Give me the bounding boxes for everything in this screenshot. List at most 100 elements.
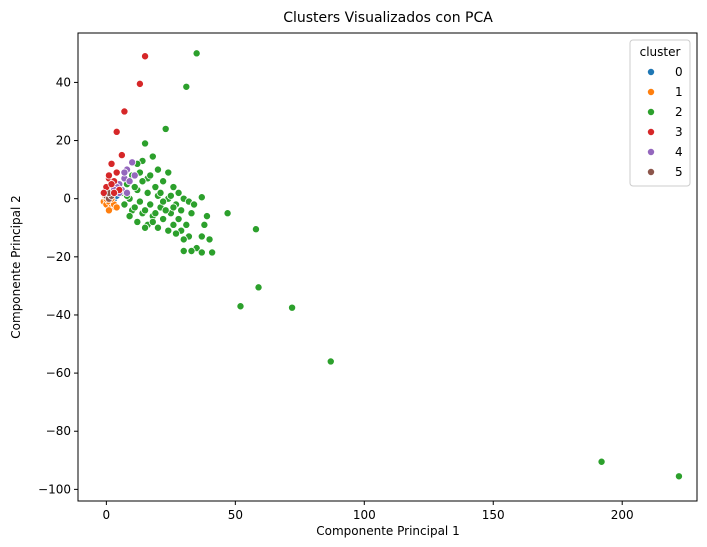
point-cluster-4 [128, 158, 137, 167]
point-cluster-2 [166, 191, 175, 200]
point-cluster-2 [597, 457, 606, 466]
point-cluster-2 [174, 215, 183, 224]
point-cluster-2 [236, 302, 245, 311]
x-tick-label: 100 [353, 508, 376, 522]
point-cluster-2 [156, 188, 165, 197]
point-cluster-2 [169, 203, 178, 212]
point-cluster-2 [187, 247, 196, 256]
point-cluster-3 [110, 188, 119, 197]
legend-label-4: 4 [675, 145, 683, 159]
point-cluster-3 [117, 151, 126, 160]
point-cluster-3 [104, 171, 113, 180]
point-cluster-2 [146, 171, 155, 180]
y-tick-label: −80 [46, 424, 71, 438]
point-cluster-2 [251, 225, 260, 234]
point-cluster-1 [104, 206, 113, 215]
point-cluster-2 [288, 303, 297, 312]
y-tick-label: 20 [56, 134, 71, 148]
point-cluster-2 [192, 49, 201, 58]
point-cluster-2 [179, 247, 188, 256]
legend-marker-3 [647, 127, 656, 136]
point-cluster-2 [153, 223, 162, 232]
legend: cluster 0 1 2 3 4 5 [629, 39, 691, 187]
legend-label-2: 2 [675, 105, 683, 119]
legend-box [629, 39, 691, 187]
point-cluster-2 [254, 283, 263, 292]
point-cluster-4 [123, 188, 132, 197]
point-cluster-2 [169, 183, 178, 192]
point-cluster-3 [135, 79, 144, 88]
x-tick-label: 150 [482, 508, 505, 522]
point-cluster-2 [182, 220, 191, 229]
y-tick-label: −60 [46, 366, 71, 380]
point-cluster-2 [197, 193, 206, 202]
point-cluster-2 [151, 209, 160, 218]
point-cluster-2 [141, 206, 150, 215]
legend-label-0: 0 [675, 65, 683, 79]
x-tick-label: 50 [228, 508, 243, 522]
point-cluster-2 [164, 168, 173, 177]
point-cluster-2 [159, 177, 168, 186]
point-cluster-2 [130, 183, 139, 192]
y-tick-label: 40 [56, 75, 71, 89]
point-cluster-2 [674, 472, 683, 481]
point-cluster-2 [120, 200, 129, 209]
legend-marker-4 [647, 147, 656, 156]
y-axis-label: Componente Principal 2 [9, 195, 23, 338]
x-axis: 0 50 100 150 200 [103, 501, 634, 522]
point-cluster-2 [174, 188, 183, 197]
point-cluster-2 [151, 183, 160, 192]
point-cluster-2 [148, 152, 157, 161]
point-cluster-2 [187, 209, 196, 218]
point-cluster-4 [120, 168, 129, 177]
point-cluster-2 [208, 248, 217, 257]
point-cluster-1 [112, 203, 121, 212]
point-cluster-2 [141, 139, 150, 148]
y-tick-label: −20 [46, 250, 71, 264]
x-tick-label: 200 [611, 508, 634, 522]
point-cluster-3 [112, 127, 121, 136]
plot-frame [77, 32, 698, 502]
point-cluster-2 [153, 165, 162, 174]
legend-marker-0 [647, 68, 656, 77]
point-cluster-2 [190, 200, 199, 209]
point-cluster-2 [169, 220, 178, 229]
point-cluster-3 [141, 52, 150, 61]
legend-marker-2 [647, 108, 656, 117]
point-cluster-2 [159, 197, 168, 206]
legend-label-5: 5 [675, 165, 683, 179]
legend-marker-1 [647, 88, 656, 97]
point-cluster-3 [112, 168, 121, 177]
point-cluster-2 [161, 124, 170, 133]
point-cluster-2 [148, 217, 157, 226]
y-tick-label: −40 [46, 308, 71, 322]
point-cluster-3 [120, 107, 129, 116]
point-cluster-3 [99, 188, 108, 197]
point-cluster-2 [179, 235, 188, 244]
point-cluster-4 [125, 177, 134, 186]
point-cluster-2 [159, 215, 168, 224]
point-cluster-2 [202, 212, 211, 221]
points-layer [99, 49, 683, 481]
legend-label-1: 1 [675, 85, 683, 99]
point-cluster-2 [146, 200, 155, 209]
x-axis-label: Componente Principal 1 [316, 524, 459, 538]
x-tick-label: 0 [103, 508, 111, 522]
point-cluster-2 [197, 232, 206, 241]
y-tick-label: 0 [63, 192, 71, 206]
point-cluster-2 [135, 197, 144, 206]
point-cluster-2 [177, 206, 186, 215]
y-axis: −100 −80 −60 −40 −20 0 20 40 [38, 75, 78, 496]
point-cluster-2 [143, 188, 152, 197]
legend-title: cluster [640, 45, 681, 59]
point-cluster-2 [138, 177, 147, 186]
point-cluster-2 [200, 220, 209, 229]
point-cluster-2 [125, 212, 134, 221]
point-cluster-2 [172, 229, 181, 238]
legend-marker-5 [647, 167, 656, 176]
point-cluster-2 [197, 248, 206, 257]
point-cluster-4 [130, 171, 139, 180]
point-cluster-2 [326, 357, 335, 366]
point-cluster-2 [182, 82, 191, 91]
